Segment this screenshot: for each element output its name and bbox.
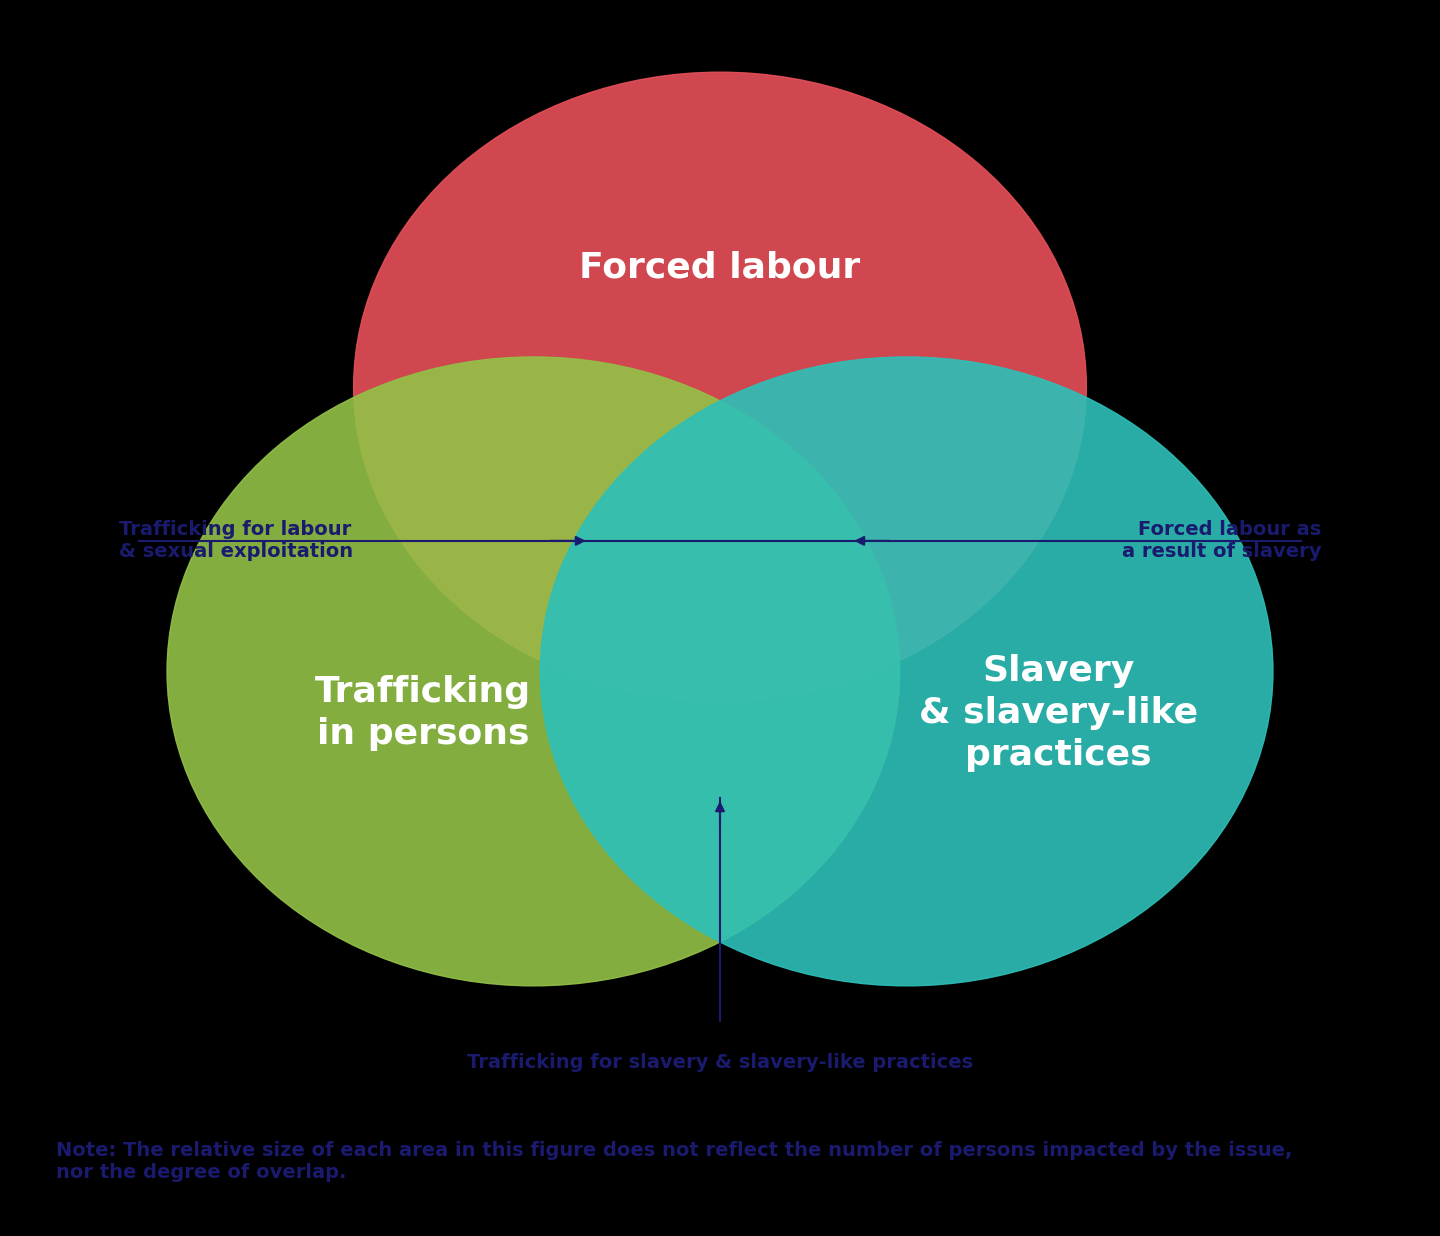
Text: Slavery
& slavery-like
practices: Slavery & slavery-like practices [919, 654, 1198, 772]
Text: Trafficking
in persons: Trafficking in persons [315, 675, 531, 751]
Text: Trafficking for slavery & slavery-like practices: Trafficking for slavery & slavery-like p… [467, 1053, 973, 1073]
Text: Trafficking for labour
& sexual exploitation: Trafficking for labour & sexual exploita… [118, 520, 353, 561]
Text: Forced labour as
a result of slavery: Forced labour as a result of slavery [1122, 520, 1322, 561]
Text: Forced labour: Forced labour [579, 251, 861, 286]
Circle shape [354, 72, 1086, 701]
Text: Note: The relative size of each area in this figure does not reflect the number : Note: The relative size of each area in … [56, 1141, 1293, 1182]
Circle shape [540, 357, 1273, 986]
Circle shape [167, 357, 900, 986]
